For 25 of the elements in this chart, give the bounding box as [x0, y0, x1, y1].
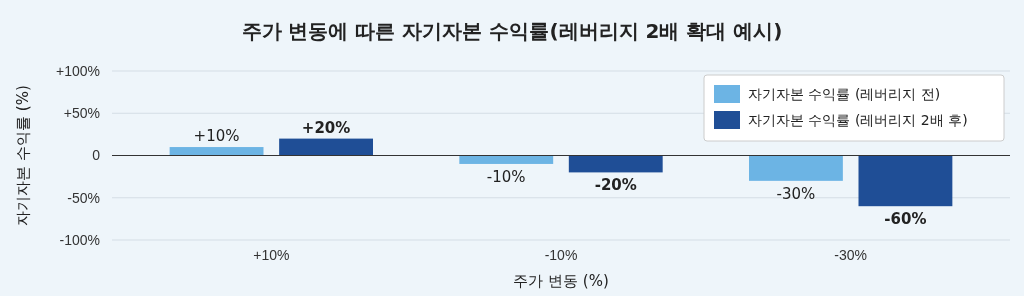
chart-title: 주가 변동에 따른 자기자본 수익률(레버리지 2배 확대 예시) — [241, 19, 783, 43]
data-label: -60% — [884, 210, 927, 229]
bar — [858, 155, 953, 207]
data-label: +20% — [301, 118, 351, 137]
x-tick-label: -30% — [834, 246, 868, 263]
legend-label: 자기자본 수익률 (레버리지 2배 후) — [748, 112, 968, 128]
data-label: +10% — [193, 127, 240, 146]
data-label: -10% — [486, 167, 526, 186]
x-tick-label: -10% — [544, 246, 578, 263]
y-tick-label: +50% — [63, 105, 100, 122]
bar — [169, 147, 264, 156]
y-tick-label: -100% — [59, 231, 100, 248]
data-label: -20% — [594, 176, 637, 195]
data-label: -30% — [776, 184, 816, 203]
x-tick-label: +10% — [253, 246, 290, 263]
legend-label: 자기자본 수익률 (레버리지 전) — [748, 86, 941, 102]
bar — [459, 155, 554, 164]
y-tick-label: +100% — [56, 62, 100, 79]
y-axis-title: 자기자본 수익률 (%) — [14, 85, 32, 226]
bar — [279, 138, 373, 156]
x-axis-title: 주가 변동 (%) — [513, 272, 609, 290]
bar — [749, 155, 843, 181]
y-tick-label: -50% — [67, 189, 100, 206]
bar — [568, 155, 663, 173]
y-tick-label: 0 — [92, 147, 101, 164]
